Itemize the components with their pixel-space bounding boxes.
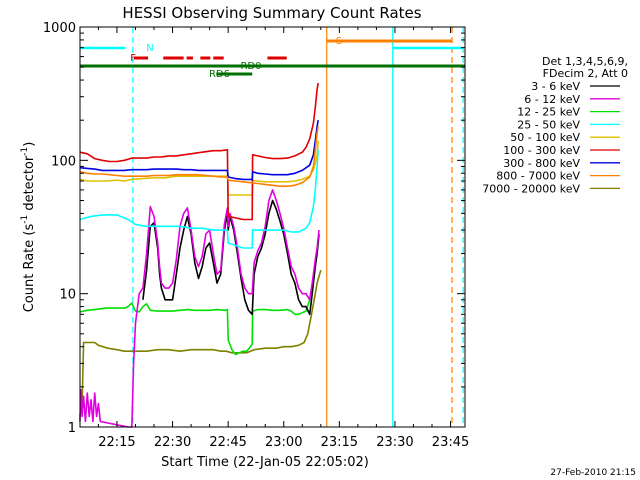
y-tick-label: 1000 (43, 21, 76, 36)
y-axis: 1 10 100 1000 (43, 21, 465, 436)
x-tick-label: 23:15 (321, 435, 358, 450)
legend-label: 6 - 12 keV (524, 93, 580, 106)
x-tick-label: 23:45 (432, 435, 469, 450)
chart-title: HESSI Observing Summary Count Rates (122, 4, 421, 22)
x-tick-label: 23:30 (376, 435, 413, 450)
series-line-4 (79, 189, 320, 428)
series-line-1 (79, 269, 322, 417)
y-axis-title-sup2: -1 (20, 147, 30, 156)
x-tick-label: 23:00 (265, 435, 302, 450)
y-tick-label: 1 (68, 421, 76, 436)
legend-label: 3 - 6 keV (531, 80, 580, 93)
legend-label: 300 - 800 keV (503, 157, 580, 170)
flag-label-f: F (130, 53, 136, 64)
legend-label: 7000 - 20000 keV (482, 182, 580, 195)
flag-label-rd0: RD0 (240, 61, 261, 72)
plot-area: NF S RD0 RD6 (79, 27, 465, 428)
series-line-7 (79, 82, 319, 221)
series-line-2 (79, 240, 319, 356)
y-tick-label: 10 (59, 288, 76, 303)
legend-label: 800 - 7000 keV (496, 170, 580, 183)
series-line-6 (79, 140, 319, 196)
legend-label: 25 - 50 keV (517, 118, 580, 131)
y-axis-title-sup1: -1 (20, 215, 30, 224)
series-line-5 (79, 149, 319, 249)
series-line-8 (79, 120, 319, 181)
x-axis: 22:15 22:30 22:45 23:00 23:15 23:30 23:45 (97, 27, 469, 450)
legend-label: 50 - 100 keV (510, 131, 580, 144)
legend: Det 1,3,4,5,6,9,FDecim 2, Att 03 - 6 keV… (482, 55, 628, 195)
legend-header-line: FDecim 2, Att 0 (543, 67, 628, 80)
legend-label: 100 - 300 keV (503, 144, 580, 157)
legend-header-line: Det 1,3,4,5,6,9, (542, 55, 628, 68)
y-tick-label: 100 (51, 154, 76, 169)
flag-label-n: N (146, 43, 153, 54)
flag-label-s: S (336, 36, 342, 47)
x-tick-label: 22:30 (154, 435, 191, 450)
axes-frame (79, 26, 466, 428)
x-tick-label: 22:15 (98, 435, 135, 450)
flag-label-rd6: RD6 (209, 69, 230, 80)
footer-timestamp: 27-Feb-2010 21:15 (550, 468, 636, 478)
y-axis-title: Count Rate (s-1 detector-1) (20, 142, 37, 313)
legend-label: 12 - 25 keV (517, 106, 580, 119)
series-line-9 (79, 126, 319, 187)
x-axis-title: Start Time (22-Jan-05 22:05:02) (161, 455, 369, 470)
x-tick-label: 22:45 (209, 435, 246, 450)
